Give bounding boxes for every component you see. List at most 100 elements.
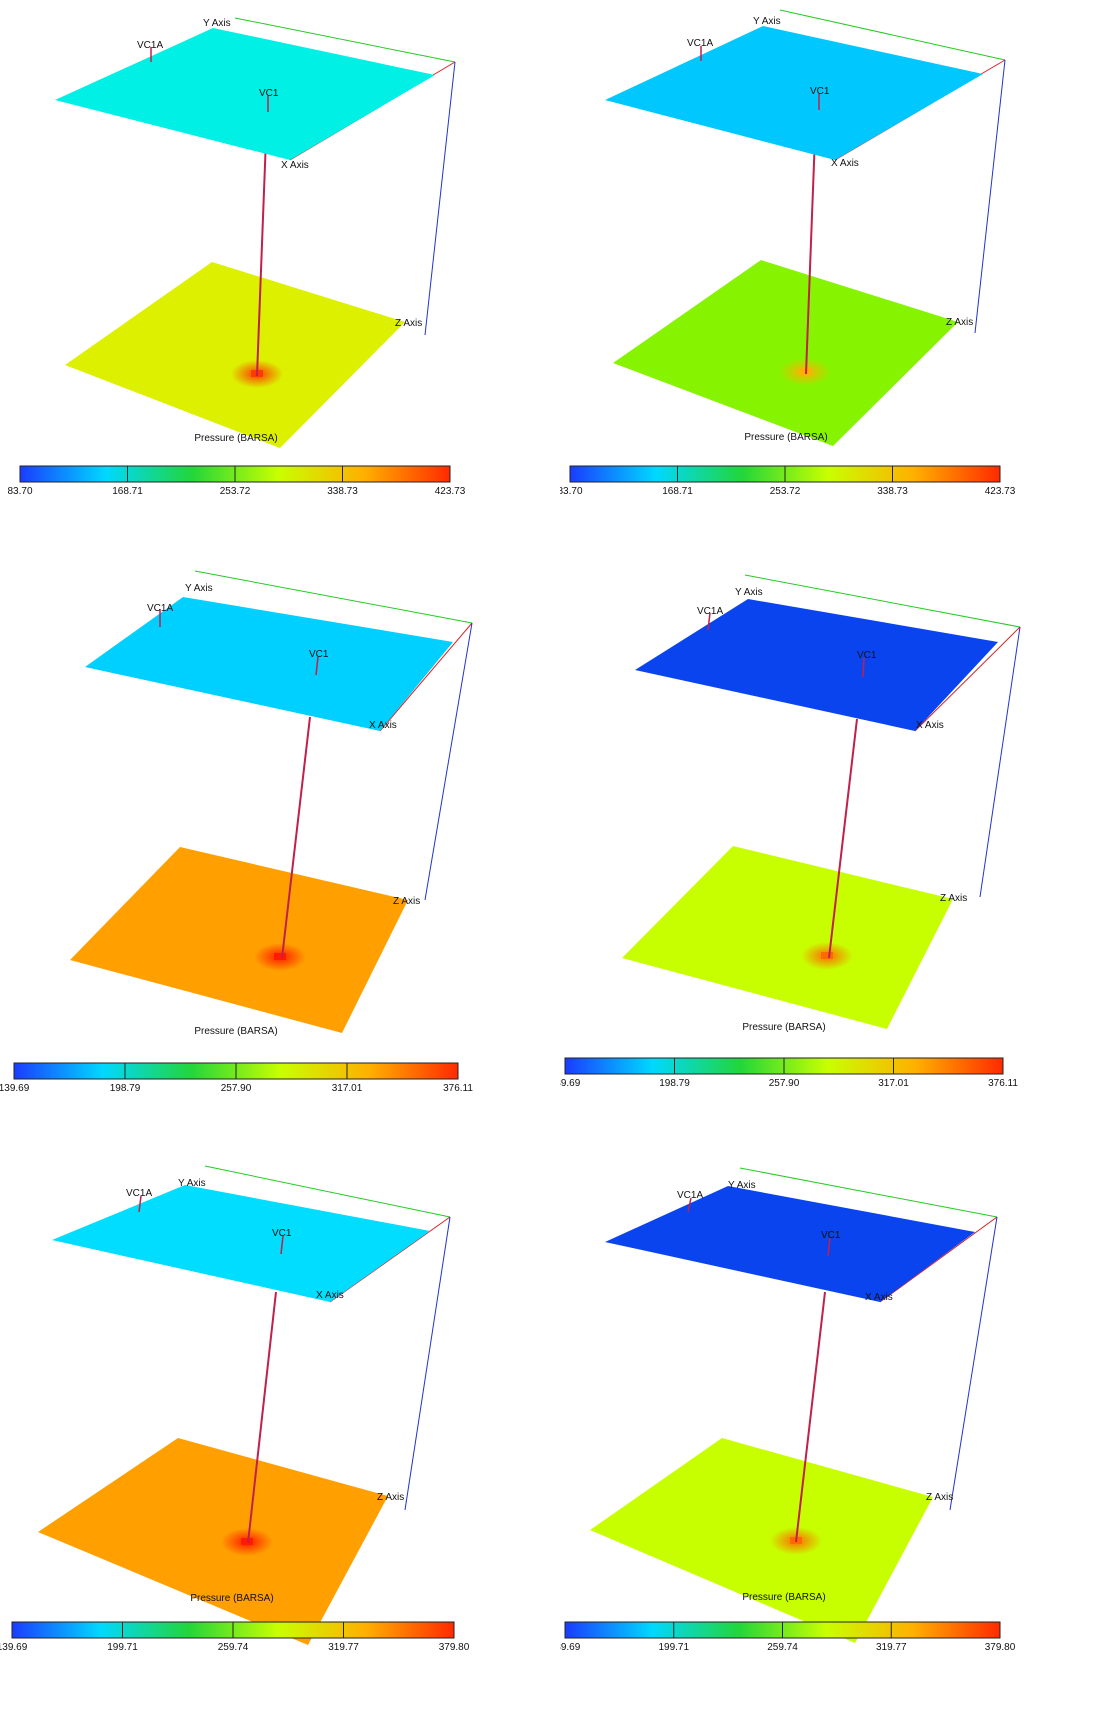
colorbar-title: Pressure (BARSA) xyxy=(194,433,277,444)
top-layer-plane xyxy=(52,1185,430,1302)
x-axis-line xyxy=(379,622,473,732)
colorbar-tick-label: 423.73 xyxy=(435,486,466,497)
z-axis-label: Z Axis xyxy=(946,317,973,328)
vc1-well-label: VC1 xyxy=(810,86,830,97)
pressure-hotspot-cell xyxy=(821,952,833,959)
y-axis-label: Y Axis xyxy=(735,587,763,598)
colorbar-tick-label: 379.80 xyxy=(985,1642,1016,1653)
vc1-well-marker xyxy=(827,1237,831,1257)
colorbar-tick-label: 168.71 xyxy=(112,486,143,497)
vc1a-well-label: VC1A xyxy=(147,603,173,614)
bottom-layer-plane xyxy=(622,846,953,1029)
colorbar-title: Pressure (BARSA) xyxy=(742,1022,825,1033)
vc1a-well-label: VC1A xyxy=(687,38,713,49)
y-axis-line xyxy=(739,1167,998,1218)
colorbar-tick-label: 198.79 xyxy=(110,1083,141,1094)
colorbar-tick-label: 257.90 xyxy=(769,1078,800,1089)
vc1a-well-label: VC1A xyxy=(137,40,163,51)
y-axis-line xyxy=(744,574,1021,628)
y-axis-line xyxy=(779,9,1006,61)
x-axis-label: X Axis xyxy=(369,720,397,731)
bottom-layer-plane xyxy=(70,847,408,1033)
bottom-layer-plane xyxy=(65,262,405,448)
panel-3d-scene: Y Axis X Axis Z Axis VC1A VC1 Pressure (BARSA… xyxy=(560,574,1021,1089)
colorbar-tick-label: 338.73 xyxy=(327,486,358,497)
y-axis-line xyxy=(204,1165,451,1218)
pressure-hotspot-cell xyxy=(274,953,286,960)
z-axis-line xyxy=(424,61,456,336)
y-axis-label: Y Axis xyxy=(203,18,231,29)
colorbar-tick-label: 319.77 xyxy=(876,1642,907,1653)
vc1a-well-marker xyxy=(707,612,711,631)
colorbar-tick-label: 376.11 xyxy=(988,1078,1018,1089)
colorbar-tick-label: 253.72 xyxy=(220,486,251,497)
vc1a-well-marker xyxy=(687,1197,692,1213)
z-axis-line xyxy=(974,59,1006,334)
colorbar-tick-label: 139.69 xyxy=(560,1642,581,1653)
top-layer-plane xyxy=(55,28,435,160)
x-axis-line xyxy=(914,626,1021,732)
x-axis-label: X Axis xyxy=(316,1290,344,1301)
z-axis-line xyxy=(949,1216,998,1511)
colorbar-tick-label: 253.72 xyxy=(770,486,801,497)
pressure-panel-5: Y Axis X Axis Z Axis VC1A VC1 Pressure (BARSA… xyxy=(0,1165,470,1653)
panel-3d-scene: Y Axis X Axis Z Axis VC1A VC1 Pressure (BARSA… xyxy=(0,1165,470,1653)
bottom-layer-plane xyxy=(38,1438,388,1645)
z-axis-label: Z Axis xyxy=(377,1492,404,1503)
colorbar-title: Pressure (BARSA) xyxy=(194,1026,277,1037)
vc1-well-marker xyxy=(280,1235,284,1255)
panel-3d-scene: Y Axis X Axis Z Axis VC1A VC1 Pressure (BARSA… xyxy=(0,570,473,1094)
colorbar-tick-label: 83.70 xyxy=(7,486,32,497)
y-axis-label: Y Axis xyxy=(728,1180,756,1191)
colorbar-tick-label: 259.74 xyxy=(218,1642,249,1653)
z-axis-label: Z Axis xyxy=(926,1492,953,1503)
x-axis-label: X Axis xyxy=(281,160,309,171)
pressure-panel-1: Y Axis X Axis Z Axis VC1A VC1 Pressure (BARSA… xyxy=(7,17,466,497)
vc1a-well-label: VC1A xyxy=(697,606,723,617)
vc1-well-label: VC1 xyxy=(309,649,329,660)
top-layer-plane xyxy=(605,26,983,160)
colorbar-tick-label: 199.71 xyxy=(658,1642,689,1653)
colorbar-title: Pressure (BARSA) xyxy=(742,1592,825,1603)
vc1-well-label: VC1 xyxy=(821,1230,841,1241)
vc1-well-marker xyxy=(862,657,865,678)
vc1a-well-label: VC1A xyxy=(677,1190,703,1201)
top-layer-plane xyxy=(605,1186,975,1302)
vc1-well-trajectory xyxy=(795,1291,826,1543)
top-layer-plane xyxy=(85,597,453,731)
colorbar-tick-label: 319.77 xyxy=(328,1642,359,1653)
pressure-panel-2: Y Axis X Axis Z Axis VC1A VC1 Pressure (BARSA… xyxy=(560,9,1016,497)
colorbar-tick-label: 139.69 xyxy=(560,1078,581,1089)
y-axis-line xyxy=(234,17,456,63)
z-axis-line xyxy=(424,622,473,901)
colorbar-tick-label: 317.01 xyxy=(878,1078,909,1089)
z-axis-label: Z Axis xyxy=(940,893,967,904)
colorbar-tick-label: 198.79 xyxy=(659,1078,690,1089)
colorbar-tick-label: 379.80 xyxy=(439,1642,470,1653)
colorbar-tick-label: 83.70 xyxy=(560,486,583,497)
bottom-layer-plane xyxy=(613,260,958,446)
colorbar-tick-label: 168.71 xyxy=(662,486,693,497)
vc1-well-trajectory xyxy=(256,111,268,377)
pressure-panel-3: Y Axis X Axis Z Axis VC1A VC1 Pressure (BARSA… xyxy=(0,570,473,1094)
vc1-well-marker xyxy=(315,656,319,676)
x-axis-label: X Axis xyxy=(916,720,944,731)
pressure-panel-6: Y Axis X Axis Z Axis VC1A VC1 Pressure (BARSA… xyxy=(560,1167,1016,1653)
y-axis-line xyxy=(194,570,473,624)
colorbar-tick-label: 199.71 xyxy=(107,1642,138,1653)
y-axis-label: Y Axis xyxy=(753,16,781,27)
z-axis-label: Z Axis xyxy=(395,318,422,329)
colorbar-tick-label: 259.74 xyxy=(767,1642,798,1653)
vc1-well-trajectory xyxy=(247,1291,277,1544)
colorbar-tick-label: 257.90 xyxy=(221,1083,252,1094)
vc1-well-label: VC1 xyxy=(272,1228,292,1239)
colorbar-tick-label: 139.69 xyxy=(0,1083,30,1094)
vc1-well-label: VC1 xyxy=(857,650,877,661)
colorbar-title: Pressure (BARSA) xyxy=(190,1593,273,1604)
z-axis-line xyxy=(979,626,1021,898)
colorbar-tick-label: 376.11 xyxy=(443,1083,473,1094)
colorbar-title: Pressure (BARSA) xyxy=(744,432,827,443)
colorbar-tick-label: 317.01 xyxy=(332,1083,363,1094)
z-axis-line xyxy=(404,1216,451,1511)
